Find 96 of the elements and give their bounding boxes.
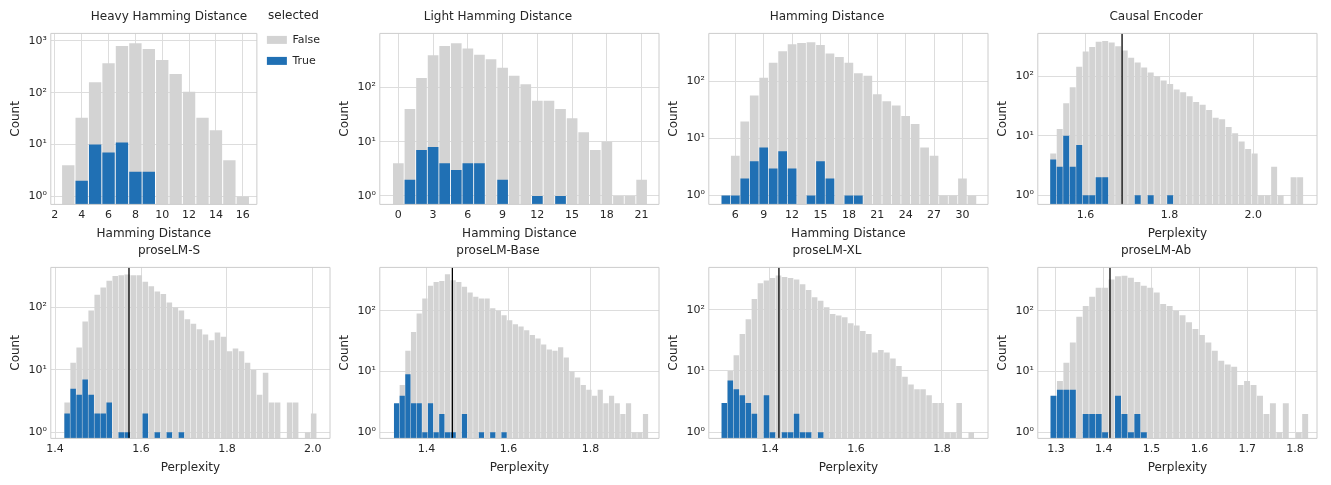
x-tick-label: 2: [51, 207, 59, 221]
x-tick-label: 9: [499, 207, 507, 221]
x-tick-label: 6: [731, 207, 739, 221]
x-tick-label: 1.8: [933, 441, 951, 455]
chart-title: Light Hamming Distance: [423, 9, 573, 24]
x-tick-label: 1.4: [46, 441, 64, 455]
y-tick-label: 10⁰: [686, 188, 706, 202]
x-tick-label: 6: [105, 207, 113, 221]
chart-title: proseLM-XL: [792, 243, 862, 258]
x-tick-label: 1.8: [1160, 207, 1179, 221]
y-tick-label: 10²: [357, 303, 376, 317]
legend-title: selected: [268, 8, 319, 23]
y-axis-title: Count: [666, 334, 681, 371]
x-axis-title: Perplexity: [489, 459, 550, 474]
x-tick-label: 1.4: [1095, 441, 1113, 455]
y-tick-label: 10¹: [28, 362, 47, 376]
chart-title: Heavy Hamming Distance: [90, 9, 248, 24]
x-axis-title: Hamming Distance: [96, 225, 212, 240]
y-tick-label: 10¹: [1015, 364, 1034, 378]
x-tick-label: 1.6: [1190, 441, 1209, 455]
y-tick-label: 10¹: [1015, 128, 1034, 142]
y-axis-title: Count: [337, 334, 352, 371]
y-tick-label: 10¹: [357, 134, 376, 148]
x-tick-label: 15: [813, 207, 828, 221]
chart-title: proseLM-S: [137, 243, 201, 258]
x-tick-label: 18: [841, 207, 856, 221]
y-tick-label: 10⁰: [357, 425, 377, 439]
x-tick-label: 27: [927, 207, 942, 221]
x-tick-label: 1.8: [218, 441, 236, 455]
y-axis-title: Count: [8, 334, 23, 371]
y-axis-title: Count: [666, 100, 681, 137]
y-tick-label: 10²: [28, 85, 47, 99]
x-tick-label: 1.5: [1142, 441, 1161, 455]
x-tick-label: 1.6: [499, 441, 518, 455]
y-tick-label: 10¹: [357, 364, 376, 378]
chart-title: Causal Encoder: [1109, 9, 1203, 24]
x-tick-label: 30: [955, 207, 970, 221]
x-tick-label: 12: [182, 207, 197, 221]
y-axis-title: Count: [995, 334, 1010, 371]
x-axis-title: Perplexity: [1147, 225, 1208, 240]
x-tick-label: 3: [429, 207, 437, 221]
x-tick-label: 1.3: [1047, 441, 1065, 455]
y-tick-label: 10⁰: [357, 188, 377, 202]
y-tick-label: 10¹: [28, 137, 47, 151]
x-tick-label: 1.6: [847, 441, 865, 455]
x-axis-title: Perplexity: [818, 459, 879, 474]
x-tick-label: 21: [634, 207, 649, 221]
y-axis-title: Count: [337, 100, 352, 137]
x-tick-label: 2.0: [304, 441, 322, 455]
x-tick-label: 4: [78, 207, 86, 221]
legend-label: False: [292, 32, 321, 46]
x-tick-label: 10: [155, 207, 170, 221]
y-tick-label: 10²: [686, 302, 705, 316]
chart-title: proseLM-Base: [456, 243, 540, 258]
y-tick-label: 10¹: [686, 131, 705, 145]
x-tick-label: 24: [898, 207, 913, 221]
x-tick-label: 18: [599, 207, 614, 221]
y-tick-label: 10⁰: [686, 424, 706, 438]
x-tick-label: 2.0: [1244, 207, 1263, 221]
x-axis-title: Hamming Distance: [462, 225, 577, 240]
y-tick-label: 10²: [1015, 69, 1034, 83]
x-axis-title: Perplexity: [1147, 459, 1208, 474]
x-axis-title: Perplexity: [160, 459, 221, 474]
x-tick-label: 1.8: [581, 441, 600, 455]
x-tick-label: 1.8: [1286, 441, 1304, 455]
x-tick-label: 14: [208, 207, 223, 221]
x-tick-label: 15: [565, 207, 580, 221]
x-tick-label: 0: [394, 207, 402, 221]
y-tick-label: 10⁰: [1015, 188, 1035, 202]
y-tick-label: 10²: [686, 74, 705, 88]
y-tick-label: 10⁰: [28, 425, 48, 439]
x-tick-label: 1.6: [132, 441, 150, 455]
y-tick-label: 10²: [1015, 303, 1034, 317]
x-tick-label: 1.7: [1238, 441, 1256, 455]
x-tick-label: 12: [785, 207, 800, 221]
y-tick-label: 10³: [28, 33, 47, 47]
x-tick-label: 1.6: [1076, 207, 1095, 221]
x-tick-label: 9: [760, 207, 768, 221]
x-tick-label: 8: [131, 207, 139, 221]
y-tick-label: 10⁰: [1015, 425, 1035, 439]
x-axis-title: Hamming Distance: [791, 225, 906, 240]
x-tick-label: 21: [870, 207, 885, 221]
y-tick-label: 10²: [28, 300, 47, 314]
x-tick-label: 1.4: [417, 441, 436, 455]
x-tick-label: 12: [530, 207, 545, 221]
y-tick-label: 10¹: [686, 363, 705, 377]
chart-title: Hamming Distance: [769, 9, 885, 24]
legend-label: True: [291, 53, 316, 67]
x-tick-label: 6: [464, 207, 472, 221]
y-axis-title: Count: [8, 100, 23, 137]
x-tick-label: 1.4: [761, 441, 779, 455]
y-axis-title: Count: [995, 100, 1010, 137]
y-tick-label: 10⁰: [28, 189, 48, 203]
x-tick-label: 16: [235, 207, 250, 221]
y-tick-label: 10²: [357, 80, 376, 94]
chart-title: proseLM-Ab: [1120, 243, 1192, 258]
